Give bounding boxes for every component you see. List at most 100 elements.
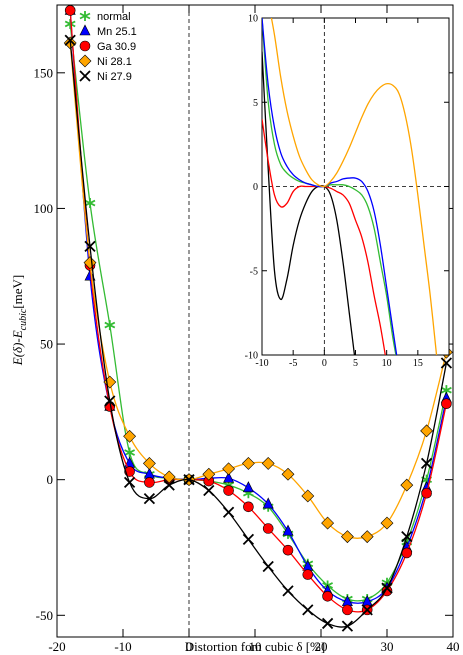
legend-marker: [79, 70, 91, 82]
marker: [282, 585, 294, 597]
x-tick-label: 15: [413, 358, 423, 369]
marker: [123, 429, 137, 443]
marker: [124, 447, 136, 458]
marker: [64, 34, 76, 46]
legend-item: Ni 27.9: [79, 70, 132, 83]
marker: [222, 506, 235, 518]
marker: [441, 398, 452, 410]
marker: [340, 530, 354, 544]
legend-label: Mn 25.1: [97, 26, 137, 38]
marker: [64, 18, 76, 29]
y-tick-label: 50: [40, 337, 53, 352]
x-tick-label: -20: [48, 639, 65, 654]
marker: [322, 591, 333, 602]
legend-label: normal: [97, 11, 131, 23]
marker: [144, 477, 155, 488]
marker: [342, 604, 353, 616]
legend-label: Ga 30.9: [97, 41, 136, 53]
marker: [360, 530, 374, 544]
marker: [183, 474, 195, 486]
marker: [142, 456, 156, 470]
marker: [262, 560, 274, 573]
marker: [242, 533, 255, 545]
marker: [361, 604, 373, 616]
marker: [282, 524, 294, 536]
marker: [202, 467, 216, 481]
marker: [302, 604, 314, 616]
marker: [440, 357, 453, 369]
plot-area: [63, 5, 453, 632]
marker: [301, 489, 315, 503]
marker: [302, 569, 314, 580]
legend-marker: [79, 40, 91, 52]
legend-label: Ni 27.9: [97, 71, 132, 83]
marker: [242, 481, 254, 493]
marker: [83, 256, 97, 270]
legend-item: Ni 28.1: [78, 54, 132, 68]
marker: [420, 457, 433, 470]
x-tick-label: 30: [381, 639, 394, 654]
legend-item: normal: [79, 11, 131, 23]
marker: [341, 620, 354, 632]
marker: [84, 269, 96, 281]
marker: [84, 198, 96, 209]
legend-item: Mn 25.1: [79, 24, 137, 38]
marker: [64, 5, 76, 16]
marker: [223, 471, 235, 483]
x-tick-label: 10: [249, 639, 262, 654]
marker: [282, 544, 294, 556]
x-tick-label: 0: [186, 639, 193, 654]
y-tick-label: -5: [250, 266, 258, 277]
marker: [321, 617, 334, 630]
y-label-main: E(δ)-E: [10, 330, 25, 366]
marker: [381, 582, 393, 594]
marker: [420, 424, 434, 438]
marker: [421, 487, 432, 499]
marker: [241, 456, 255, 470]
y-label-sub: cubic: [18, 308, 29, 330]
marker: [401, 531, 413, 543]
y-tick-label: -10: [245, 351, 258, 362]
y-tick-label: 0: [47, 472, 54, 487]
series-line: [262, 18, 397, 355]
legend-label: Ni 28.1: [97, 56, 132, 68]
x-tick-label: 40: [447, 639, 460, 654]
marker: [380, 516, 394, 530]
marker: [261, 456, 275, 470]
y-axis-label: E(δ)-Ecubic[meV]: [10, 275, 29, 367]
x-tick-label: 20: [315, 639, 328, 654]
y-tick-label: 0: [253, 182, 258, 193]
legend-marker: [78, 54, 92, 68]
marker: [84, 240, 96, 253]
x-axis-label: Distortion fom cubic δ [%]: [185, 639, 325, 654]
y-tick-label: 5: [253, 98, 258, 109]
legend-marker: [79, 24, 91, 36]
y-tick-label: 10: [248, 14, 258, 25]
marker: [262, 497, 274, 509]
y-tick-label: -50: [36, 608, 53, 623]
marker: [162, 470, 176, 484]
marker: [400, 478, 414, 492]
plot-area: [262, 18, 438, 355]
x-tick-label: -10: [255, 358, 268, 369]
marker: [203, 484, 215, 497]
marker: [104, 320, 116, 331]
marker: [243, 501, 254, 513]
y-label-unit: [meV]: [10, 275, 25, 309]
legend-item: Ga 30.9: [79, 40, 136, 53]
y-tick-label: 150: [34, 65, 54, 80]
x-tick-label: -10: [114, 639, 131, 654]
marker: [223, 485, 234, 496]
marker: [123, 476, 136, 489]
x-tick-label: 10: [382, 358, 392, 369]
marker: [163, 479, 175, 491]
y-tick-label: 100: [34, 201, 54, 216]
series-line: [270, 18, 438, 355]
marker: [262, 523, 274, 534]
marker: [143, 493, 156, 505]
marker: [281, 467, 295, 481]
marker: [104, 395, 116, 407]
series-line: [262, 18, 398, 355]
legend-marker: [79, 11, 91, 21]
